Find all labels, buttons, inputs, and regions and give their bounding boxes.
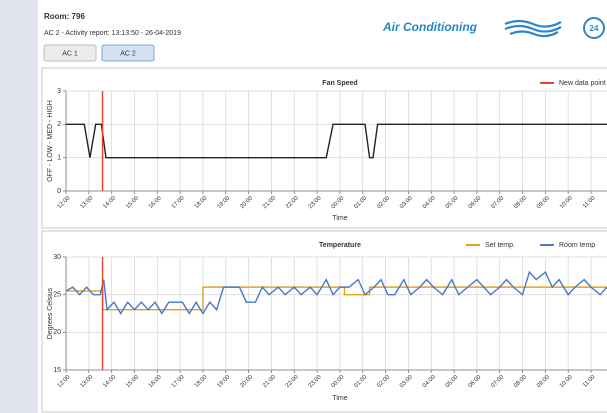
data-line — [66, 123, 607, 159]
chart-panel — [41, 67, 607, 229]
y-tick-label: 1 — [57, 155, 61, 162]
tab-label[interactable]: AC 1 — [62, 50, 78, 57]
room-label: Room: 796 — [44, 12, 85, 21]
y-axis-label: Degrees Celsius — [47, 287, 54, 339]
tab-label[interactable]: AC 2 — [120, 50, 136, 57]
x-axis-label: Time — [332, 395, 347, 402]
y-axis-label: OFF - LOW - MED - HIGH — [47, 100, 54, 182]
x-axis-label: Time — [332, 215, 347, 222]
logo-badge — [583, 17, 605, 39]
y-tick-label: 20 — [53, 329, 61, 336]
chart-panel — [41, 230, 607, 413]
legend-label: Room temp — [559, 242, 595, 249]
legend-label: New data point — [559, 80, 606, 87]
plot — [66, 91, 607, 191]
legend-label: Set temp. — [485, 242, 515, 249]
y-tick-label: 2 — [57, 121, 61, 128]
y-tick-label: 3 — [57, 88, 61, 95]
plot — [66, 257, 607, 370]
chart-title: Temperature — [319, 242, 361, 249]
tab-button[interactable] — [101, 44, 155, 62]
report-label: AC 2 - Activity report: 13:13:50 - 26-04… — [44, 30, 181, 37]
y-tick-label: 25 — [53, 292, 61, 299]
y-tick-label: 0 — [57, 188, 61, 195]
y-tick-label: 15 — [53, 367, 61, 374]
tab-button[interactable] — [43, 44, 97, 62]
chart-title: Fan Speed — [322, 80, 357, 87]
logo-waves — [504, 19, 562, 38]
data-line — [66, 270, 607, 315]
logo-badge-text: 24 — [590, 24, 599, 33]
tab-bar: AC 1 AC 2 — [43, 44, 155, 62]
logo-text: Air Conditioning — [382, 20, 478, 34]
y-tick-label: 30 — [53, 254, 61, 261]
logo: Air Conditioning 24 — [382, 17, 605, 39]
